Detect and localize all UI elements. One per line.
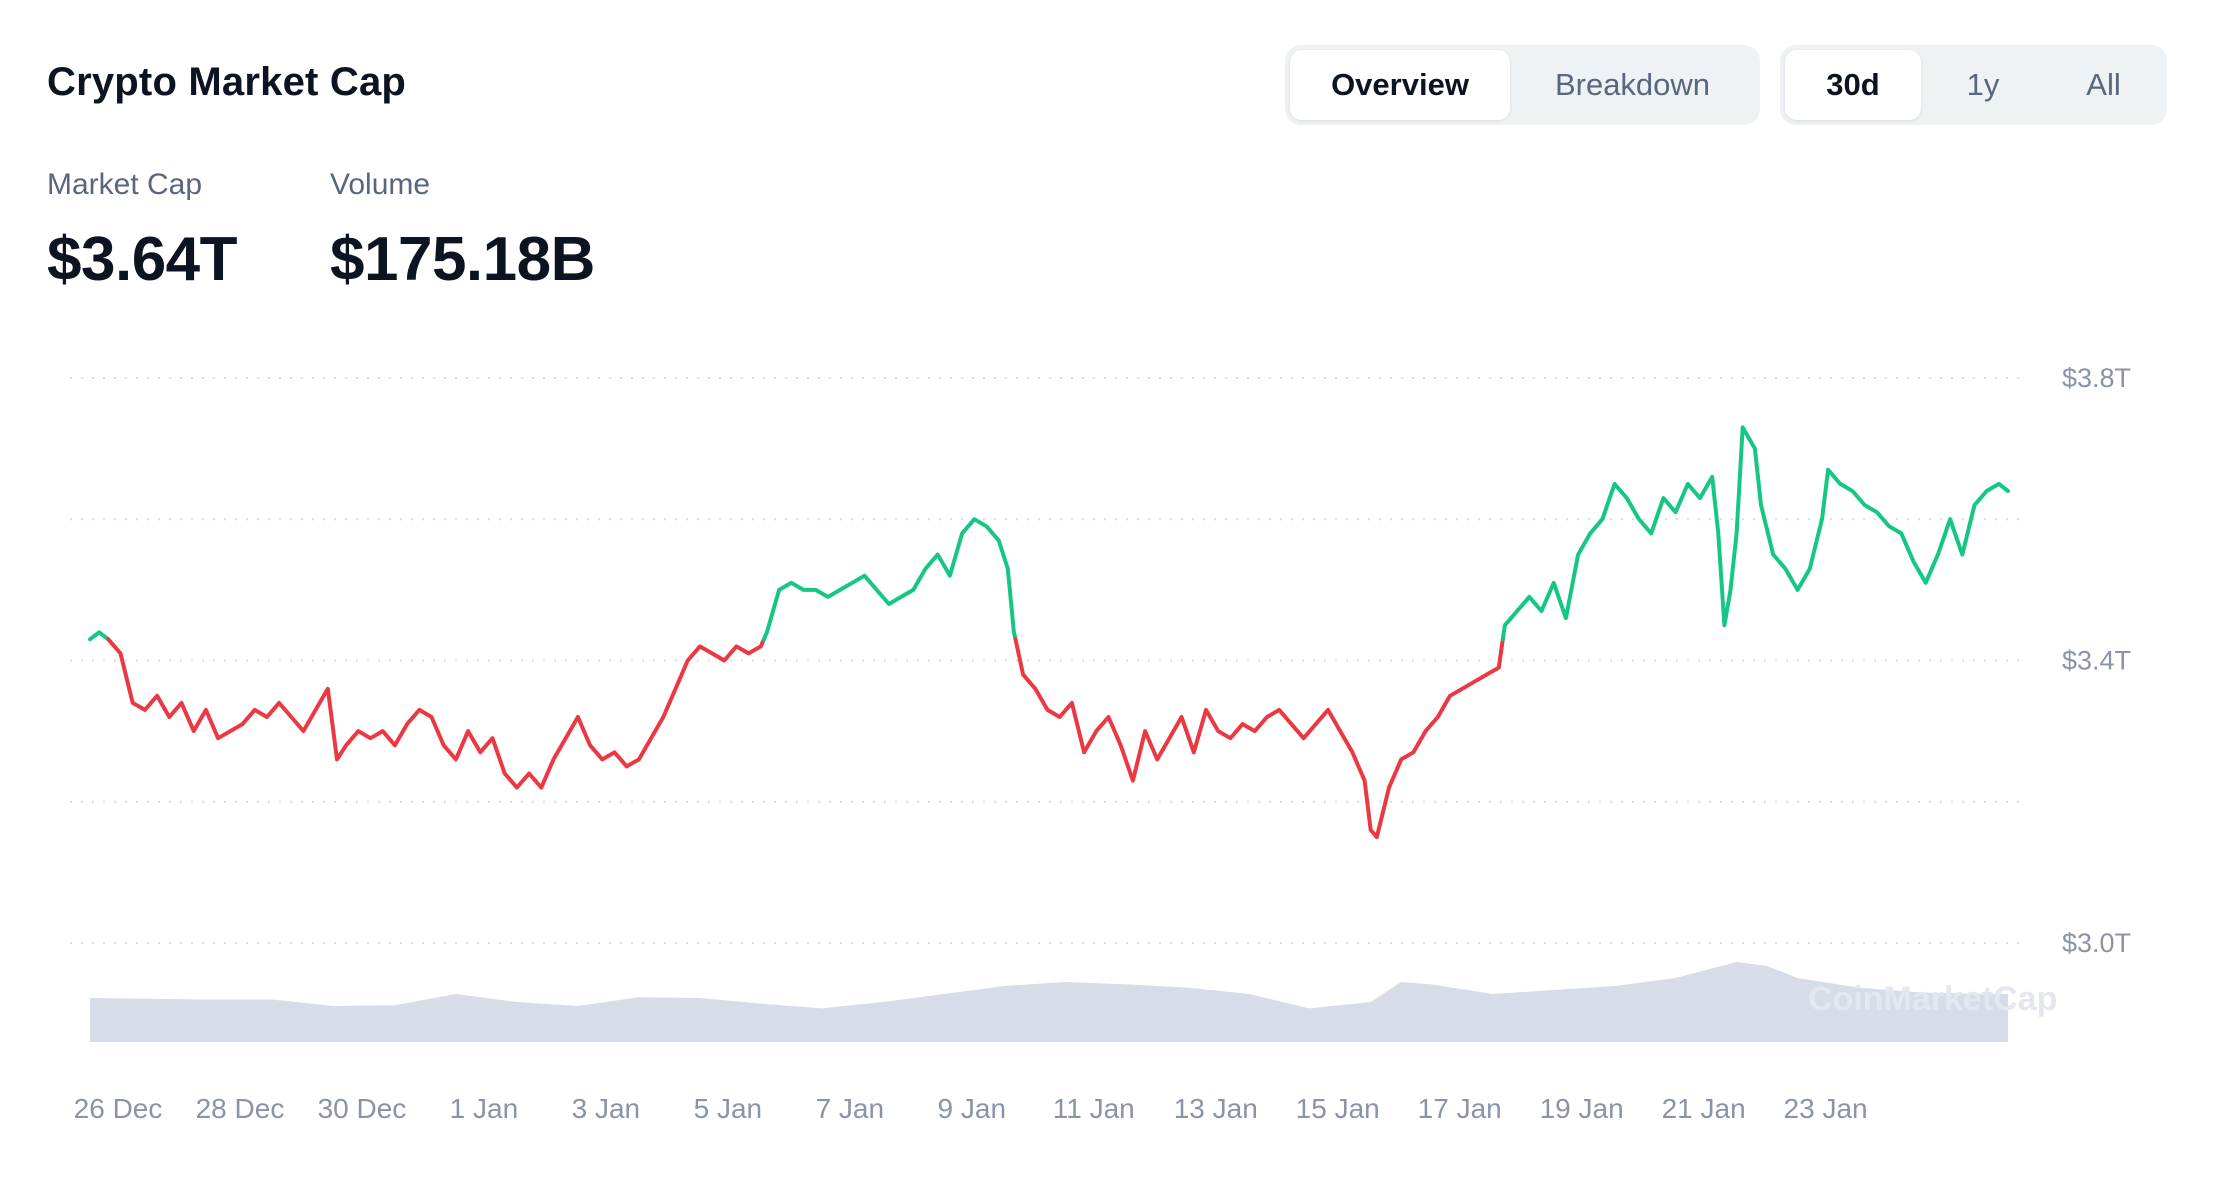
y-tick-label: $3.4T (2062, 646, 2131, 676)
x-tick-label: 17 Jan (1418, 1093, 1502, 1124)
market-cap-value: $3.64T (47, 225, 238, 294)
volume-stat: Volume $175.18B (330, 168, 595, 295)
line-segment-down (1013, 637, 1505, 840)
coinmarketcap-watermark: CoinMarketCap (1808, 980, 2057, 1018)
y-tick-label: $3.8T (2062, 363, 2131, 393)
market-cap-stat: Market Cap $3.64T (47, 168, 238, 295)
volume-label: Volume (330, 168, 431, 201)
tab-overview[interactable]: Overview (1290, 50, 1510, 120)
volume-bars (90, 962, 2008, 1042)
view-toggle: Overview Breakdown (1285, 45, 1760, 125)
x-tick-label: 5 Jan (694, 1093, 763, 1124)
x-axis: 26 Dec 28 Dec 30 Dec 1 Jan 3 Jan 5 Jan 7 Jan 9 … (74, 1093, 1868, 1124)
x-tick-label: 28 Dec (196, 1093, 285, 1124)
y-axis: $3.8T $3.4T $3.0T (2062, 363, 2131, 958)
line-segment-up (1500, 425, 2010, 642)
line-segment-up (761, 517, 1018, 642)
x-tick-label: 9 Jan (938, 1093, 1007, 1124)
volume-value: $175.18B (330, 225, 595, 294)
market-cap-label: Market Cap (47, 168, 203, 201)
range-1y-button[interactable]: 1y (1966, 67, 2000, 102)
x-tick-label: 13 Jan (1174, 1093, 1258, 1124)
range-toggle: 30d 1y All (1780, 45, 2167, 125)
y-tick-label: $3.0T (2062, 928, 2131, 958)
x-tick-label: 26 Dec (74, 1093, 163, 1124)
volume-area (90, 962, 2008, 1042)
x-tick-label: 15 Jan (1296, 1093, 1380, 1124)
x-tick-label: 7 Jan (816, 1093, 885, 1124)
tab-breakdown[interactable]: Breakdown (1554, 67, 1711, 102)
x-tick-label: 1 Jan (450, 1093, 519, 1124)
x-tick-label: 23 Jan (1784, 1093, 1868, 1124)
line-segment-up (88, 630, 111, 642)
line-segment-down (106, 637, 766, 790)
range-30d-button[interactable]: 30d (1785, 50, 1921, 120)
page-title: Crypto Market Cap (47, 60, 407, 104)
market-cap-chart[interactable]: CoinMarketCap $3.8T $3.4T $3.0T 26 Dec 28 D… (0, 340, 2219, 1140)
x-tick-label: 19 Jan (1540, 1093, 1624, 1124)
range-all-button[interactable]: All (2086, 67, 2121, 102)
x-tick-label: 30 Dec (318, 1093, 407, 1124)
x-tick-label: 21 Jan (1662, 1093, 1746, 1124)
market-cap-line (88, 425, 2010, 840)
x-tick-label: 3 Jan (572, 1093, 641, 1124)
x-tick-label: 11 Jan (1053, 1093, 1135, 1124)
grid-lines (70, 377, 2025, 944)
